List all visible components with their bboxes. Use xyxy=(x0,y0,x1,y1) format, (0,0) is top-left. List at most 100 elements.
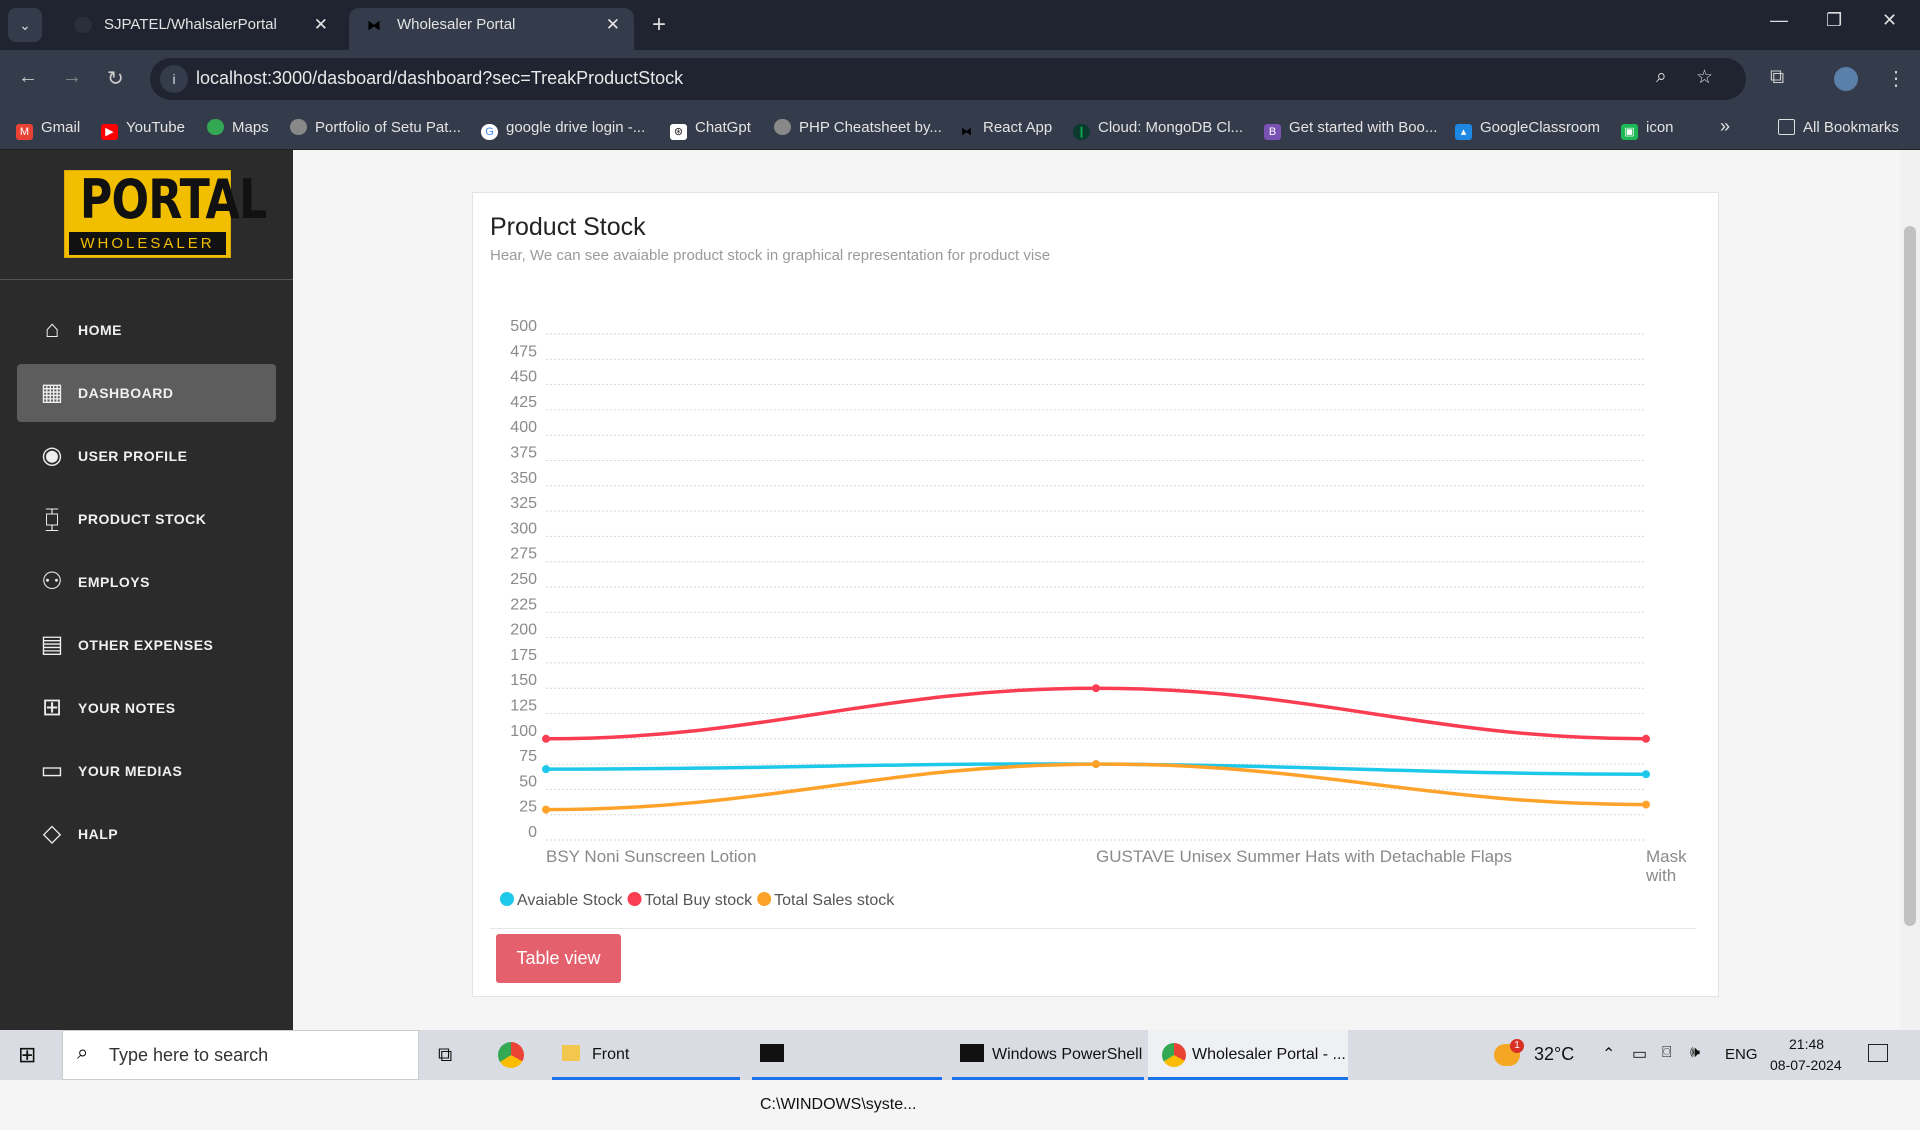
y-tick-label: 450 xyxy=(510,369,537,386)
weather-temp[interactable]: 32°C xyxy=(1534,1044,1575,1064)
y-tick-label: 75 xyxy=(519,748,537,765)
minimize-button[interactable]: — xyxy=(1770,10,1788,30)
taskbar-search[interactable]: ⌕ Type here to search xyxy=(62,1030,419,1080)
stock-icon: ⧮ xyxy=(44,505,60,532)
sidebar-item-label: DASHBOARD xyxy=(78,385,174,401)
y-tick-label: 475 xyxy=(510,343,537,360)
zoom-icon[interactable]: ⌕ xyxy=(1656,66,1667,87)
address-bar[interactable]: i localhost:3000/dasboard/dashboard?sec=… xyxy=(150,58,1746,100)
sidebar-item-other-expenses[interactable]: ▤ OTHER EXPENSES xyxy=(17,616,276,674)
bookmark[interactable]: M Gmail xyxy=(16,119,80,140)
back-button[interactable]: ← xyxy=(18,66,38,88)
sidebar-item-user-profile[interactable]: ◉ USER PROFILE xyxy=(17,427,276,485)
sidebar-item-label: USER PROFILE xyxy=(78,448,188,464)
powershell-icon xyxy=(960,1044,984,1062)
chrome-taskbar-icon[interactable] xyxy=(498,1030,528,1080)
close-window-button[interactable]: ✕ xyxy=(1882,10,1898,30)
sidebar-item-product-stock[interactable]: ⧮ PRODUCT STOCK xyxy=(17,490,276,548)
data-point xyxy=(542,734,550,743)
notifications-icon[interactable] xyxy=(1868,1044,1888,1062)
reload-button[interactable]: ↻ xyxy=(107,68,124,90)
bookmark[interactable]: Portfolio of Setu Pat... xyxy=(290,119,461,136)
sidebar-item-home[interactable]: ⌂ HOME xyxy=(17,301,276,359)
tab-search-button[interactable]: ⌄ xyxy=(8,8,42,42)
site-info-icon[interactable]: i xyxy=(160,65,188,93)
sidebar-item-dashboard[interactable]: ▦ DASHBOARD xyxy=(17,364,276,422)
volume-icon[interactable]: 🕪 xyxy=(1690,1044,1701,1061)
data-point xyxy=(1642,800,1650,809)
url-text[interactable]: localhost:3000/dasboard/dashboard?sec=Tr… xyxy=(196,68,684,88)
close-tab-icon[interactable]: ✕ xyxy=(313,15,328,34)
scrollbar-thumb[interactable] xyxy=(1904,226,1916,926)
y-tick-label: 425 xyxy=(510,394,537,411)
legend-marker xyxy=(757,892,772,906)
extensions-icon[interactable]: ⧉ xyxy=(1770,66,1785,88)
sidebar-item-employs[interactable]: ⚇ EMPLOYS xyxy=(17,553,276,611)
y-tick-label: 400 xyxy=(510,419,537,436)
bookmark[interactable]: ▶ YouTube xyxy=(101,119,185,140)
people-icon: ⚇ xyxy=(41,568,63,595)
language-indicator[interactable]: ENG xyxy=(1725,1046,1758,1063)
bookmark[interactable]: Maps xyxy=(207,119,269,136)
sidebar-item-label: OTHER EXPENSES xyxy=(78,637,214,653)
gmail-icon: M xyxy=(16,124,33,140)
page-subtitle: Hear, We can see avaiable product stock … xyxy=(490,247,1051,264)
clock-date[interactable]: 08-07-2024 xyxy=(1770,1057,1842,1073)
restore-button[interactable]: ❐ xyxy=(1826,10,1843,30)
taskbar-app[interactable]: Wholesaler Portal - ... xyxy=(1148,1030,1348,1080)
chevron-up-icon[interactable]: ⌃ xyxy=(1602,1046,1616,1063)
menu-icon[interactable]: ⋮ xyxy=(1886,68,1906,90)
sidebar-item-your-notes[interactable]: ⊞ YOUR NOTES xyxy=(17,679,276,737)
legend-marker xyxy=(627,892,642,906)
data-point xyxy=(1642,734,1650,743)
page-scrollbar[interactable] xyxy=(1900,150,1920,1030)
taskbar-app[interactable]: Front xyxy=(552,1030,740,1080)
tab-github[interactable]: SJPATEL/WhalsalerPortal ✕ xyxy=(56,8,342,50)
y-tick-label: 175 xyxy=(510,647,537,664)
bookmark-star-icon[interactable]: ☆ xyxy=(1696,67,1714,88)
bookmark[interactable]: ▴ GoogleClassroom xyxy=(1455,119,1600,140)
search-icon: ⌕ xyxy=(77,1042,89,1064)
portal-wholesaler-logo[interactable]: PORTAL WHOLESALER xyxy=(64,170,267,258)
bookmark[interactable]: ⊛ ChatGpt xyxy=(670,119,751,140)
bookmark[interactable]: ⧓ React App xyxy=(958,119,1052,140)
user-circle-icon: ◉ xyxy=(41,442,63,469)
windows-start-icon[interactable]: ⊞ xyxy=(18,1042,37,1067)
sidebar-item-your-medias[interactable]: ▭ YOUR MEDIAS xyxy=(17,742,276,800)
clock-time[interactable]: 21:48 xyxy=(1789,1036,1825,1052)
profile-avatar[interactable] xyxy=(1834,67,1858,91)
bookmark[interactable]: PHP Cheatsheet by... xyxy=(774,119,942,136)
table-view-button[interactable]: Table view xyxy=(496,934,621,983)
tab-label: Wholesaler Portal xyxy=(397,16,516,33)
bookmark[interactable]: ▣ icon xyxy=(1621,119,1674,140)
battery-icon[interactable]: ▭ xyxy=(1632,1046,1648,1063)
camera-icon[interactable]: ⌼ xyxy=(1662,1044,1672,1061)
data-point xyxy=(542,765,550,774)
tab-wholesaler-portal[interactable]: ⧓ Wholesaler Portal ✕ xyxy=(349,8,634,50)
bookmark[interactable]: ❙ Cloud: MongoDB Cl... xyxy=(1073,119,1243,140)
bowtie-icon: ⧓ xyxy=(367,17,381,33)
bookmark[interactable]: B Get started with Boo... xyxy=(1264,119,1437,140)
new-tab-button[interactable]: + xyxy=(652,11,667,38)
page-title: Product Stock xyxy=(490,213,646,241)
y-tick-label: 350 xyxy=(510,470,537,487)
sidebar-item-halp[interactable]: ◇ HALP xyxy=(17,805,276,863)
task-view-icon[interactable]: ⧉ xyxy=(438,1044,453,1066)
mongodb-icon: ❙ xyxy=(1073,124,1090,140)
globe-icon xyxy=(290,119,307,135)
close-tab-icon[interactable]: ✕ xyxy=(605,15,620,34)
chatgpt-icon: ⊛ xyxy=(670,124,687,140)
home-icon: ⌂ xyxy=(44,316,60,343)
all-bookmarks[interactable]: All Bookmarks xyxy=(1778,119,1899,136)
globe-icon xyxy=(774,119,791,135)
monitor-icon: ▭ xyxy=(40,757,64,784)
classroom-icon: ▴ xyxy=(1455,124,1472,140)
chrome-icon xyxy=(1162,1042,1186,1067)
more-bookmarks-icon[interactable]: » xyxy=(1720,116,1731,136)
sidebar-item-label: YOUR NOTES xyxy=(78,700,176,716)
taskbar-app[interactable]: C:\WINDOWS\syste... xyxy=(752,1030,942,1113)
forward-button[interactable]: → xyxy=(62,66,82,88)
x-tick-label: Mask xyxy=(1646,847,1687,866)
taskbar-app[interactable]: Windows PowerShell xyxy=(952,1030,1144,1080)
